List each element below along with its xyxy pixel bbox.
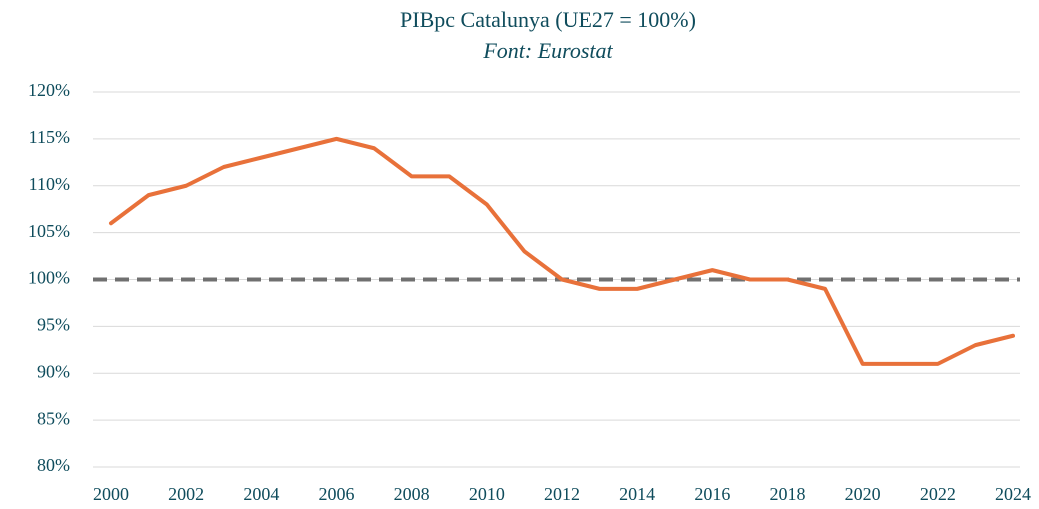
- x-tick-label: 2000: [93, 484, 129, 504]
- x-tick-label: 2004: [243, 484, 279, 504]
- y-tick-label: 90%: [37, 361, 70, 381]
- x-tick-label: 2010: [469, 484, 505, 504]
- x-tick-label: 2008: [394, 484, 430, 504]
- y-tick-label: 80%: [37, 455, 70, 475]
- chart-subtitle: Font: Eurostat: [482, 38, 613, 63]
- x-tick-label: 2006: [319, 484, 355, 504]
- y-tick-label: 115%: [29, 127, 70, 147]
- x-tick-label: 2022: [920, 484, 956, 504]
- y-tick-label: 120%: [28, 80, 70, 100]
- x-tick-label: 2014: [619, 484, 655, 504]
- line-series: [109, 136, 1015, 366]
- y-tick-label: 95%: [37, 315, 70, 335]
- y-tick-label: 110%: [29, 174, 70, 194]
- x-tick-label: 2012: [544, 484, 580, 504]
- y-tick-label: 100%: [28, 268, 70, 288]
- x-tick-label: 2016: [694, 484, 730, 504]
- x-tick-label: 2020: [845, 484, 881, 504]
- x-tick-label: 2018: [770, 484, 806, 504]
- x-tick-label: 2002: [168, 484, 204, 504]
- x-tick-label: 2024: [995, 484, 1031, 504]
- y-tick-label: 85%: [37, 408, 70, 428]
- y-tick-label: 105%: [28, 221, 70, 241]
- chart-title: PIBpc Catalunya (UE27 = 100%): [400, 7, 696, 32]
